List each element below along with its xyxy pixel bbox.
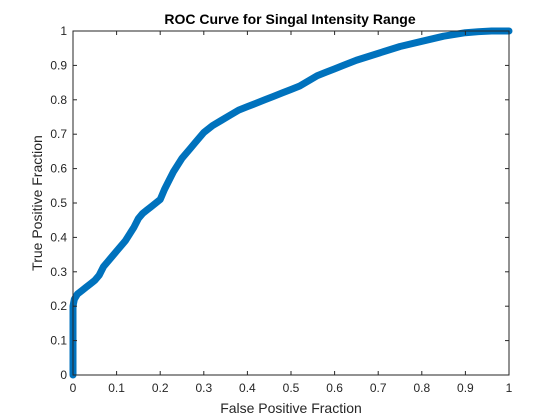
y-axis-label: True Positive Fraction — [29, 135, 45, 271]
y-axis-ticks: 0 0.1 0.2 0.3 0.4 0.5 0.6 0.7 0.8 0.9 1 — [50, 24, 509, 382]
x-axis-ticks: 0 0.1 0.2 0.3 0.4 0.5 0.6 0.7 0.8 0.9 1 — [70, 31, 513, 395]
x-tick-label: 0.9 — [457, 381, 474, 395]
x-axis-label: False Positive Fraction — [220, 400, 362, 416]
y-tick-label: 0.9 — [50, 58, 67, 72]
x-tick-label: 0.8 — [413, 381, 430, 395]
y-tick-label: 0.3 — [50, 265, 67, 279]
plot-area — [73, 31, 509, 375]
y-tick-label: 0.8 — [50, 93, 67, 107]
x-tick-label: 0.2 — [152, 381, 169, 395]
x-tick-label: 0.1 — [108, 381, 125, 395]
chart-title: ROC Curve for Singal Intensity Range — [164, 11, 415, 27]
roc-curve-line — [73, 31, 509, 375]
x-tick-label: 0.3 — [195, 381, 212, 395]
y-tick-label: 0.2 — [50, 299, 67, 313]
y-tick-label: 0 — [60, 368, 67, 382]
y-tick-label: 0.6 — [50, 162, 67, 176]
x-tick-label: 0.7 — [370, 381, 387, 395]
y-tick-label: 1 — [60, 24, 67, 38]
x-tick-label: 0.4 — [239, 381, 256, 395]
x-tick-label: 1 — [506, 381, 513, 395]
x-tick-label: 0 — [70, 381, 77, 395]
x-tick-label: 0.6 — [326, 381, 343, 395]
y-tick-label: 0.7 — [50, 127, 67, 141]
axes-box — [73, 31, 509, 375]
y-tick-label: 0.4 — [50, 230, 67, 244]
y-tick-label: 0.5 — [50, 196, 67, 210]
x-tick-label: 0.5 — [283, 381, 300, 395]
y-tick-label: 0.1 — [50, 334, 67, 348]
